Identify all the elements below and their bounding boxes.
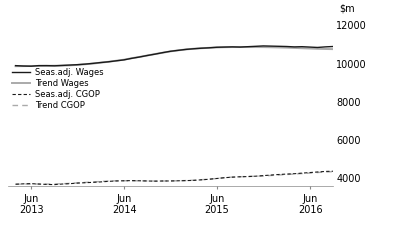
Text: $m: $m	[339, 3, 355, 13]
Legend: Seas.adj. Wages, Trend Wages, Seas.adj. CGOP, Trend CGOP: Seas.adj. Wages, Trend Wages, Seas.adj. …	[12, 68, 103, 110]
